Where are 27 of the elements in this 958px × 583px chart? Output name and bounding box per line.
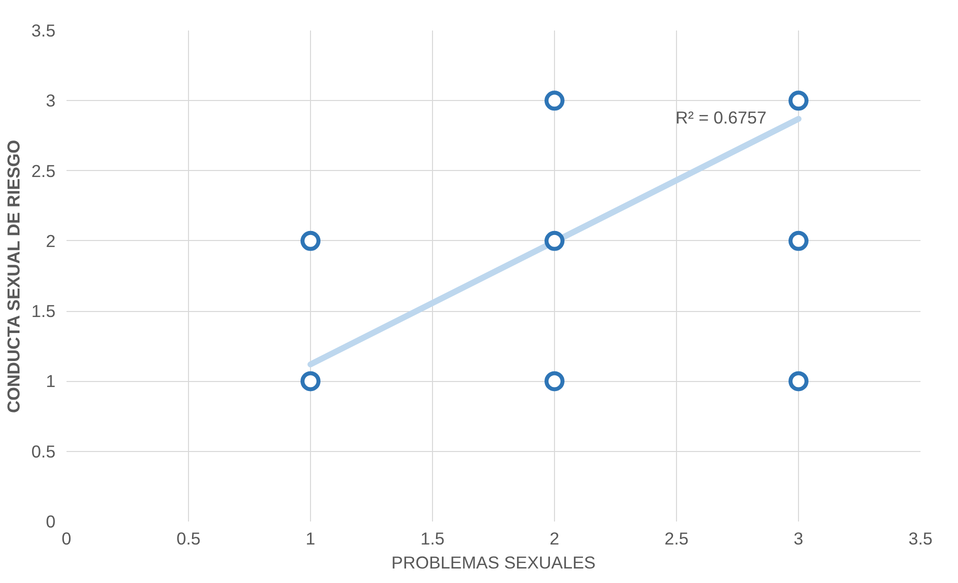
y-tick-label: 0 bbox=[46, 512, 56, 532]
x-tick-label: 1.5 bbox=[420, 528, 445, 548]
x-tick-label: 2.5 bbox=[664, 528, 689, 548]
point bbox=[300, 371, 320, 392]
y-tick-label: 1 bbox=[46, 371, 56, 392]
y-tick-label: 0.5 bbox=[31, 441, 56, 462]
point bbox=[788, 90, 808, 111]
y-tick-label: 2.5 bbox=[31, 160, 56, 181]
x-tick-label: 0.5 bbox=[176, 528, 201, 548]
x-tick-label: 2 bbox=[550, 528, 560, 548]
point bbox=[788, 230, 808, 251]
annotation: R² = 0.6757 bbox=[676, 108, 767, 128]
point bbox=[300, 230, 320, 251]
point bbox=[544, 90, 564, 111]
y-axis-title: CONDUCTA SEXUAL DE RIESGO bbox=[3, 140, 24, 414]
y-tick-label: 2 bbox=[46, 230, 56, 251]
point bbox=[544, 371, 564, 392]
x-tick-label: 3 bbox=[794, 528, 804, 548]
y-tick-label: 1.5 bbox=[31, 301, 56, 322]
y-tick-label: 3 bbox=[46, 90, 56, 111]
point bbox=[788, 371, 808, 392]
y-tick-label: 3.5 bbox=[31, 20, 56, 40]
x-tick-label: 0 bbox=[62, 528, 72, 548]
x-tick-label: 1 bbox=[306, 528, 316, 548]
point bbox=[544, 230, 564, 251]
x-tick-label: 3.5 bbox=[908, 528, 933, 548]
x-axis-title: PROBLEMAS SEXUALES bbox=[391, 552, 596, 572]
